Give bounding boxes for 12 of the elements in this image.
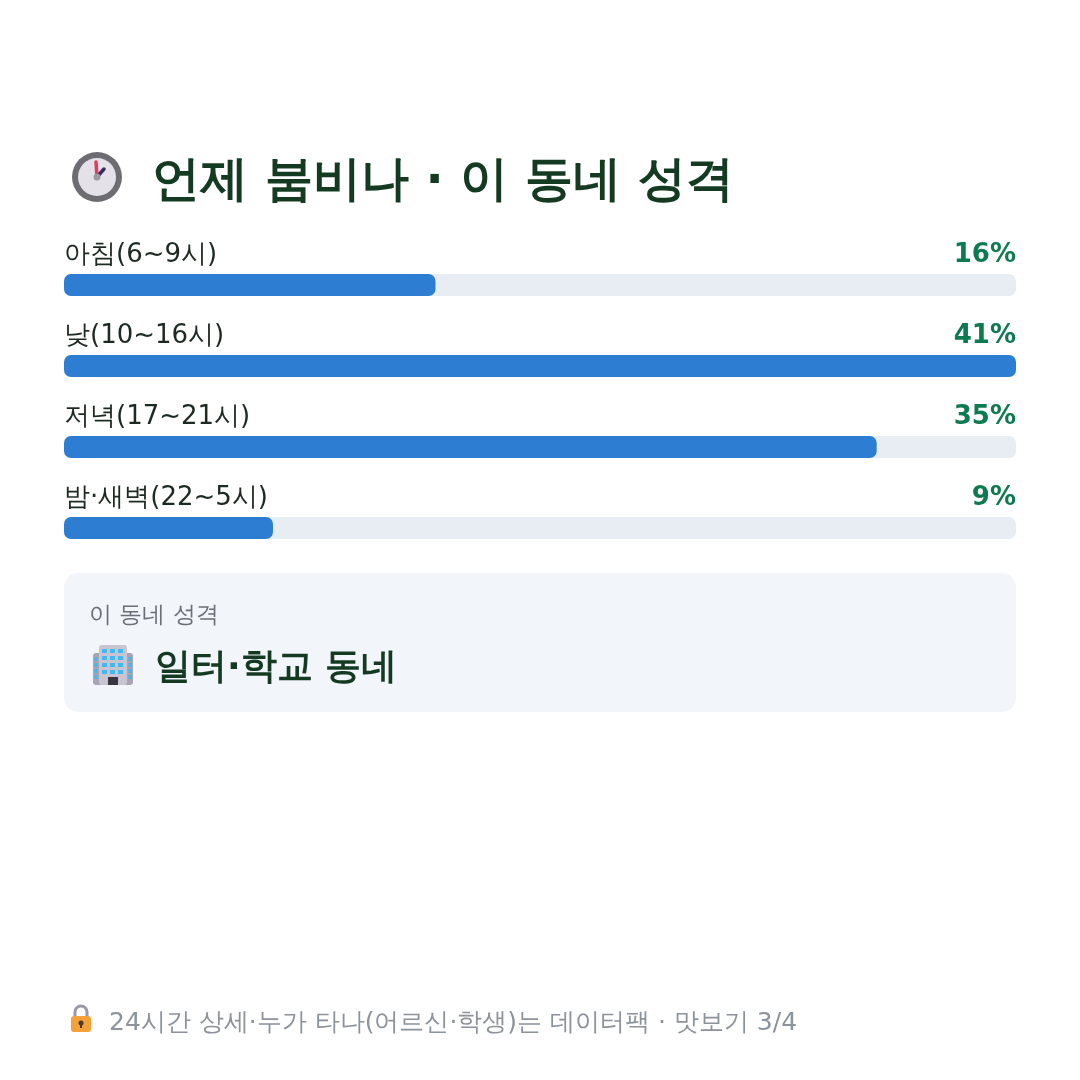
annotation: 24시간 상세·누가 타나(어르신·학생)는 데이터팩 · 맛보기 3/4 [109, 1007, 798, 1036]
card-title: 이 동네 성격 [89, 601, 219, 627]
value-label: 35% [953, 400, 1016, 430]
value-label: 41% [953, 319, 1016, 349]
title: 언제 붐비나 · 이 동네 성격 [152, 150, 734, 206]
card-subtitle: 일터·학교 동네 [155, 645, 398, 686]
value-label: 16% [953, 238, 1016, 268]
category-label: 아침(6~9시) [64, 238, 218, 268]
value-label: 9% [971, 481, 1016, 511]
category-label: 저녁(17~21시) [64, 400, 251, 430]
category-label: 밤·새벽(22~5시) [64, 481, 268, 511]
category-label: 낮(10~16시) [64, 319, 225, 349]
